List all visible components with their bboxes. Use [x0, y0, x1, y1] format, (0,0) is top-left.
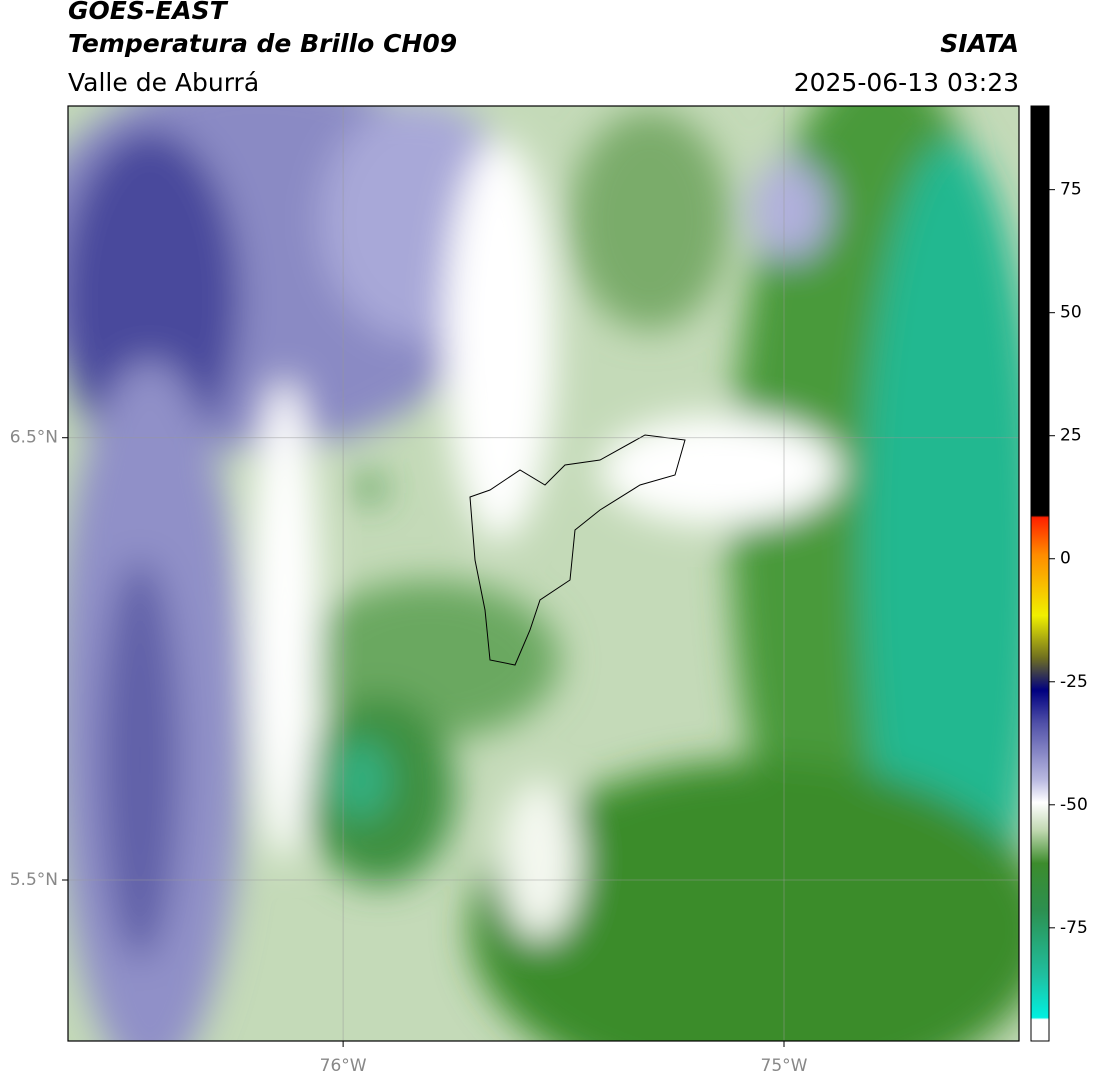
colorbar-tick-label: -25	[1060, 672, 1088, 692]
source: SIATA	[940, 29, 1019, 58]
title: GOES-EAST	[68, 0, 229, 25]
subtitle: Temperatura de Brillo CH09	[68, 29, 457, 58]
timestamp: 2025-06-13 03:23	[794, 68, 1019, 97]
lat-tick-label: 5.5°N	[10, 870, 58, 890]
lat-tick-label: 6.5°N	[10, 428, 58, 448]
colorbar-tick-label: 0	[1060, 549, 1071, 569]
grid	[68, 106, 1019, 1041]
colorbar-tick-label: -50	[1060, 795, 1088, 815]
colorbar-tick-label: 25	[1060, 426, 1082, 446]
lon-tick-label: 76°W	[320, 1056, 367, 1076]
colorbar-tick-label: 75	[1060, 180, 1082, 200]
map-frame	[67, 105, 1020, 1042]
imagery	[68, 106, 1019, 1041]
colorbar	[1030, 105, 1050, 1042]
lon-tick-label: 75°W	[761, 1056, 808, 1076]
colorbar-tick-label: 50	[1060, 303, 1082, 323]
region: Valle de Aburrá	[68, 68, 259, 97]
colorbar-tick-label: -75	[1060, 918, 1088, 938]
valley-outline	[469, 434, 686, 666]
